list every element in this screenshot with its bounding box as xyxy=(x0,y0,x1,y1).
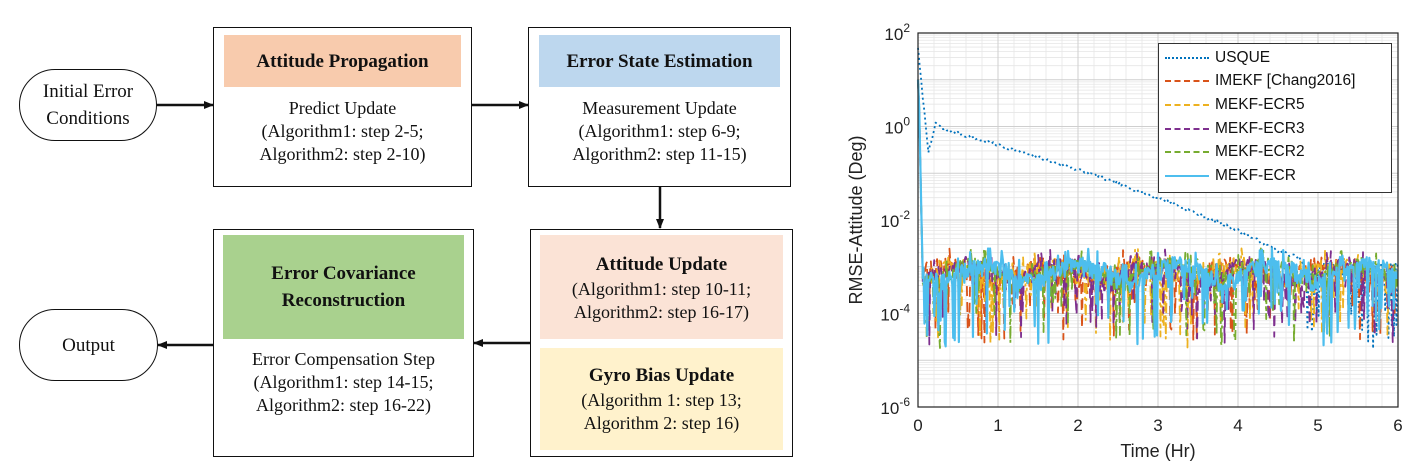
legend-swatch xyxy=(1165,174,1209,177)
estimation-box: Error State Estimation Measurement Updat… xyxy=(528,27,791,187)
gyro-update-line1: (Algorithm 1: step 13; xyxy=(581,390,742,410)
output-label: Output xyxy=(62,334,115,356)
x-tick-label: 4 xyxy=(1233,416,1242,435)
attitude-update-line2: Algorithm2: step 16-17) xyxy=(574,302,749,322)
propagation-body: Predict Update (Algorithm1: step 2-5; Al… xyxy=(214,97,471,166)
legend-item: MEKF-ECR3 xyxy=(1165,117,1385,141)
legend-swatch xyxy=(1165,151,1209,154)
propagation-header: Attitude Propagation xyxy=(224,35,461,87)
reconstruction-box: Error Covariance Reconstruction Error Co… xyxy=(213,229,474,457)
reconstruction-title2: Reconstruction xyxy=(281,290,406,311)
x-tick-label: 0 xyxy=(913,416,922,435)
y-tick-label: 10-4 xyxy=(880,302,910,325)
legend-label: MEKF-ECR5 xyxy=(1215,95,1305,113)
legend-label: IMEKF [Chang2016] xyxy=(1215,72,1356,90)
y-axis-label: RMSE-Attitude (Deg) xyxy=(846,135,866,304)
flow-diagram: Initial Error Conditions Attitude Propag… xyxy=(19,27,793,457)
plot-area-frame xyxy=(917,32,1399,408)
series-line-mekf-ecr xyxy=(916,79,1399,348)
propagation-line2: (Algorithm1: step 2-5; xyxy=(261,121,424,141)
x-ticks: 0 1 2 3 4 5 6 xyxy=(913,416,1402,435)
estimation-line3: Algorithm2: step 11-15) xyxy=(572,144,747,164)
propagation-box: Attitude Propagation Predict Update (Alg… xyxy=(213,27,472,187)
x-tick-label: 3 xyxy=(1153,416,1162,435)
y-tick-label: 100 xyxy=(884,115,910,138)
start-line1: Initial Error xyxy=(42,81,134,102)
estimation-line1: Measurement Update xyxy=(582,98,737,118)
estimation-body: Measurement Update (Algorithm1: step 6-9… xyxy=(529,97,790,166)
gyro-update-title: Gyro Bias Update xyxy=(588,365,735,386)
x-tick-label: 2 xyxy=(1073,416,1082,435)
start-node-initial-error: Initial Error Conditions xyxy=(19,69,157,141)
attitude-update-line1: (Algorithm1: step 10-11; xyxy=(571,279,752,299)
legend-item: MEKF-ECR5 xyxy=(1165,93,1385,117)
propagation-line1: Predict Update xyxy=(288,98,397,118)
estimation-line2: (Algorithm1: step 6-9; xyxy=(578,121,741,141)
propagation-title: Attitude Propagation xyxy=(256,50,429,72)
attitude-update-panel: Attitude Update (Algorithm1: step 10-11;… xyxy=(540,235,783,339)
estimation-title: Error State Estimation xyxy=(566,50,753,72)
propagation-line3: Algorithm2: step 2-10) xyxy=(259,144,426,164)
reconstruction-title1: Error Covariance xyxy=(271,263,416,284)
legend-label: MEKF-ECR xyxy=(1215,166,1296,184)
series-line-usque xyxy=(917,47,1399,350)
legend-item: MEKF-ECR xyxy=(1165,164,1385,188)
legend-item: MEKF-ECR2 xyxy=(1165,140,1385,164)
y-tick-label: 102 xyxy=(884,21,910,44)
reconstruction-line2: (Algorithm1: step 14-15; xyxy=(253,372,434,392)
x-axis-label: Time (Hr) xyxy=(1120,441,1195,461)
y-ticks: 10-6 10-4 10-2 100 102 xyxy=(880,21,910,418)
legend-swatch xyxy=(1165,56,1209,59)
attitude-update-title: Attitude Update xyxy=(595,254,728,275)
legend-swatch xyxy=(1165,103,1209,106)
legend-label: MEKF-ECR2 xyxy=(1215,143,1305,161)
update-box: Attitude Update (Algorithm1: step 10-11;… xyxy=(530,229,793,457)
end-node-output: Output xyxy=(19,309,158,381)
flow-arrows xyxy=(157,101,664,349)
y-tick-label: 10-6 xyxy=(880,395,910,418)
legend-label: USQUE xyxy=(1215,48,1271,66)
reconstruction-body: Error Compensation Step (Algorithm1: ste… xyxy=(214,348,473,417)
gyro-update-panel: Gyro Bias Update (Algorithm 1: step 13; … xyxy=(540,348,783,450)
y-tick-label: 10-2 xyxy=(880,208,910,231)
reconstruction-line1: Error Compensation Step xyxy=(252,349,435,369)
series-layer xyxy=(916,47,1399,350)
estimation-header: Error State Estimation xyxy=(539,35,780,87)
x-tick-label: 5 xyxy=(1313,416,1322,435)
x-tick-label: 1 xyxy=(993,416,1002,435)
legend-item: USQUE xyxy=(1165,46,1385,70)
gyro-update-line2: Algorithm 2: step 16) xyxy=(583,413,740,433)
legend-swatch xyxy=(1165,80,1209,83)
legend-item: IMEKF [Chang2016] xyxy=(1165,70,1385,94)
legend-label: MEKF-ECR3 xyxy=(1215,119,1305,137)
reconstruction-header: Error Covariance Reconstruction xyxy=(223,235,464,339)
x-tick-label: 6 xyxy=(1393,416,1402,435)
reconstruction-line3: Algorithm2: step 16-22) xyxy=(256,395,431,415)
legend-swatch xyxy=(1165,127,1209,130)
chart-legend: USQUE IMEKF [Chang2016] MEKF-ECR5 MEKF-ECR3… xyxy=(1158,43,1392,193)
start-line2: Conditions xyxy=(46,108,130,129)
